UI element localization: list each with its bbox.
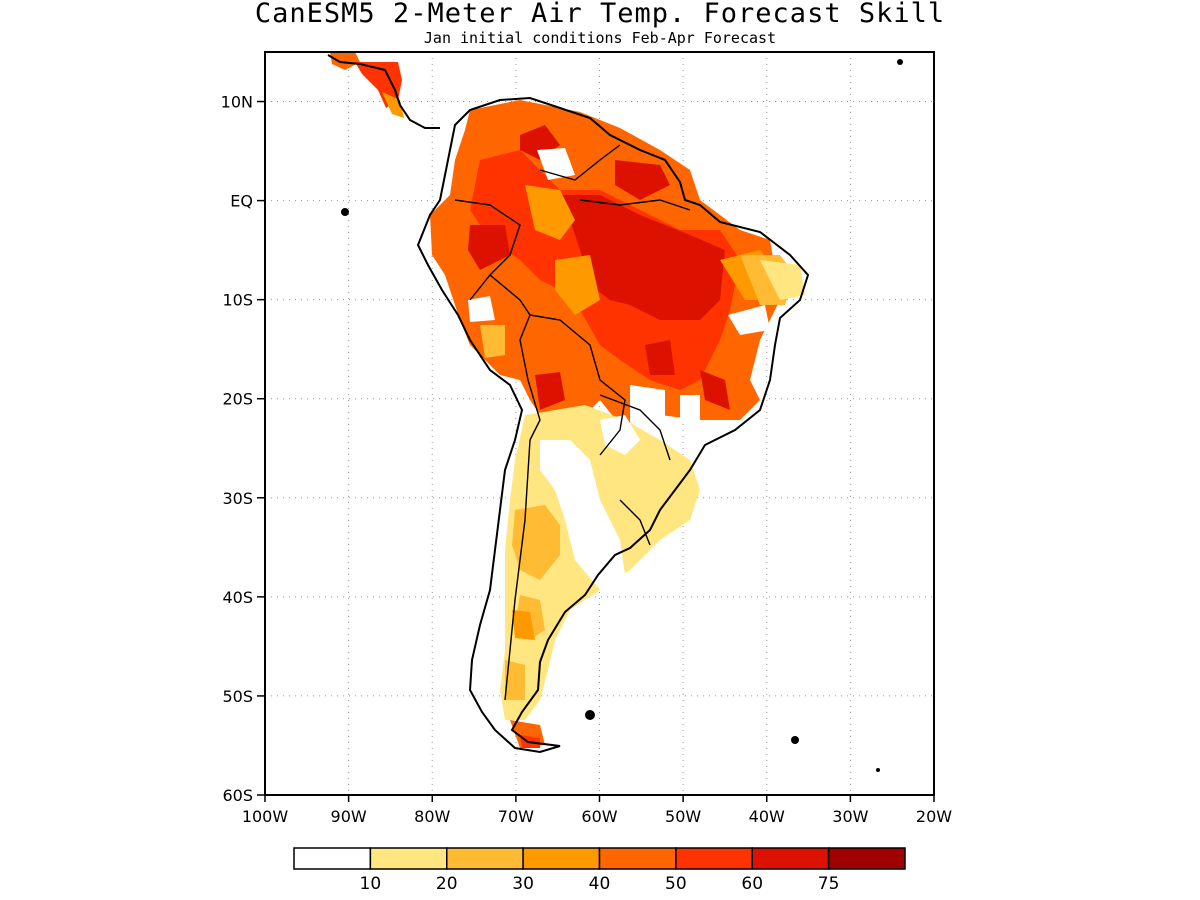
coastlines (327, 54, 810, 754)
latitude-axis: 10N EQ 10S 20S 30S 40S 50S 60S (221, 93, 265, 805)
lon-tick-label: 40W (749, 807, 785, 826)
lon-tick-label: 70W (498, 807, 534, 826)
lon-tick-label: 80W (414, 807, 450, 826)
color-legend: 10 20 30 40 50 60 75 (293, 847, 906, 894)
legend-label: 50 (665, 874, 687, 894)
legend-label: 75 (818, 874, 840, 894)
lon-tick-label: 90W (331, 807, 367, 826)
lat-tick-label: 60S (222, 786, 253, 805)
skill-shading (330, 52, 805, 748)
legend-label: 20 (436, 874, 458, 894)
legend-label: 30 (512, 874, 534, 894)
legend-swatch (751, 847, 830, 870)
legend-swatch (293, 847, 372, 870)
coastline-south-america (416, 96, 810, 754)
lon-tick-label: 50W (665, 807, 701, 826)
lon-tick-label: 20W (916, 807, 952, 826)
legend-swatch (446, 847, 524, 870)
lat-tick-label: 20S (222, 390, 253, 409)
skill-area-central-america (330, 52, 360, 70)
legend-swatch (675, 847, 753, 870)
legend-swatch (598, 847, 677, 870)
map-title: CanESM5 2-Meter Air Temp. Forecast Skill (254, 0, 946, 29)
lat-tick-label: 50S (222, 687, 253, 706)
lat-tick-label: 30S (222, 489, 253, 508)
lon-tick-label: 60W (581, 807, 617, 826)
country-borders (454, 144, 691, 701)
legend-swatch (827, 847, 906, 870)
coastline-central-america (327, 54, 440, 129)
legend-label: 10 (360, 874, 382, 894)
lat-tick-label: 10N (221, 93, 253, 112)
legend-label: 40 (589, 874, 611, 894)
legend-swatch (522, 847, 601, 870)
islands (341, 59, 903, 772)
legend-label: 60 (741, 874, 763, 894)
map-subtitle: Jan initial conditions Feb-Apr Forecast (423, 29, 777, 47)
lat-tick-label: 40S (222, 588, 253, 607)
lat-tick-label: 10S (222, 291, 253, 310)
legend-swatch (369, 847, 448, 870)
lon-tick-label: 30W (832, 807, 868, 826)
longitude-axis: 100W 90W 80W 70W 60W 50W 40W 30W 20W (242, 795, 952, 826)
lat-tick-label: EQ (230, 192, 253, 211)
lon-tick-label: 100W (242, 807, 289, 826)
